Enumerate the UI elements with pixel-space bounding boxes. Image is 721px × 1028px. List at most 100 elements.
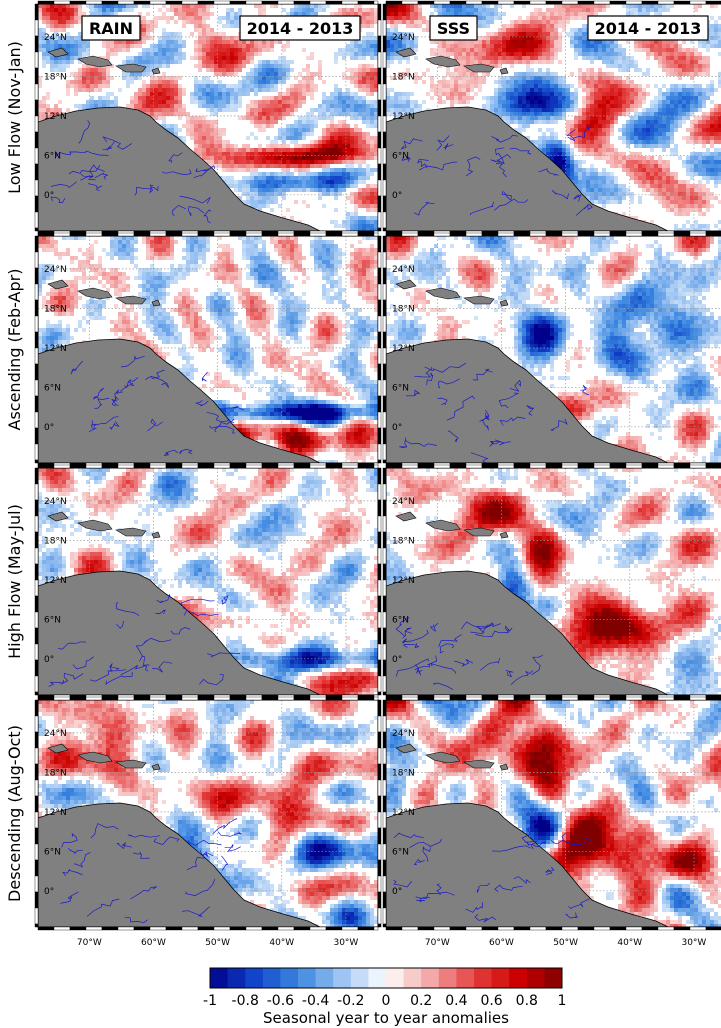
latitude-tick: 24°N bbox=[44, 265, 67, 275]
rivers bbox=[399, 362, 590, 463]
latitude-tick: 0° bbox=[392, 191, 402, 201]
latitude-tick: 12°N bbox=[44, 344, 67, 354]
latitude-tick: 18°N bbox=[392, 768, 415, 778]
colorbar-segment bbox=[333, 968, 352, 988]
latitude-tick: 18°N bbox=[392, 536, 415, 546]
colorbar-segment bbox=[227, 968, 246, 988]
colorbar: -1 -0.8 -0.6 -0.4 -0.2 0 0.2 0.4 0.6 0.8 1 Seasonal… bbox=[203, 967, 567, 1027]
colorbar-segment bbox=[421, 968, 440, 988]
colorbar-segment bbox=[210, 968, 229, 988]
latitude-tick: 24°N bbox=[392, 265, 415, 275]
colorbar-segment bbox=[280, 968, 299, 988]
map-panel-1-1: 24°N 18°N 12°N 6°N 0° bbox=[382, 232, 721, 467]
colorbar-segment bbox=[350, 968, 369, 988]
latitude-tick: 24°N bbox=[392, 497, 415, 507]
rivers bbox=[393, 816, 593, 923]
colorbar-segment bbox=[544, 968, 563, 988]
longitude-tick: 30°W bbox=[333, 938, 358, 948]
rivers bbox=[48, 593, 241, 687]
svg-text:RAIN: RAIN bbox=[89, 19, 133, 38]
colorbar-tick: -0.2 bbox=[337, 993, 364, 1009]
latitude-tick: 0° bbox=[44, 191, 54, 201]
latitude-tick: 12°N bbox=[392, 808, 415, 818]
latitude-tick: 24°N bbox=[44, 729, 67, 739]
latitude-tick: 6°N bbox=[392, 383, 409, 393]
row-label: Ascending (Feb-Apr) bbox=[5, 269, 24, 431]
map-panel-0-1: 24°N 18°N 12°N 6°N 0° SSS 2014 - 2013 bbox=[382, 0, 721, 235]
longitude-tick: 40°W bbox=[269, 938, 294, 948]
colorbar-tick: -0.6 bbox=[267, 993, 294, 1009]
panel-grid: 24°N 18°N 12°N 6°N 0° RAIN 2014 - 2013 24°N 18°N… bbox=[34, 0, 721, 931]
panel-frame bbox=[382, 0, 721, 235]
latitude-tick: 0° bbox=[44, 655, 54, 665]
colorbar-segment bbox=[526, 968, 545, 988]
row-label: Low Flow (Nov-Jan) bbox=[5, 41, 24, 194]
rivers bbox=[70, 355, 245, 456]
colorbar-tick: 0 bbox=[382, 993, 391, 1009]
colorbar-segment bbox=[245, 968, 264, 988]
latitude-tick: 24°N bbox=[44, 33, 67, 43]
latitude-tick: 24°N bbox=[392, 729, 415, 739]
colorbar-label: Seasonal year to year anomalies bbox=[263, 1009, 509, 1027]
panel-frame bbox=[34, 0, 382, 235]
colorbar-tick: 0.4 bbox=[445, 993, 467, 1009]
latitude-tick: 24°N bbox=[44, 497, 67, 507]
svg-text:2014 - 2013: 2014 - 2013 bbox=[247, 19, 354, 38]
colorbar-tick: -0.4 bbox=[302, 993, 329, 1009]
colorbar-tick: 1 bbox=[558, 993, 567, 1009]
colorbar-segment bbox=[315, 968, 334, 988]
latitude-tick: 12°N bbox=[392, 576, 415, 586]
panel-frame bbox=[34, 232, 382, 467]
map-panel-2-1: 24°N 18°N 12°N 6°N 0° bbox=[382, 464, 721, 699]
colorbar-tick: -0.8 bbox=[232, 993, 259, 1009]
latitude-tick: 12°N bbox=[392, 112, 415, 122]
panel-frame bbox=[34, 464, 382, 699]
land-mass bbox=[386, 743, 669, 927]
land-mass bbox=[38, 279, 321, 463]
row-label: High Flow (May-Jul) bbox=[5, 504, 24, 659]
latitude-tick: 12°N bbox=[44, 112, 67, 122]
latitude-tick: 6°N bbox=[44, 847, 61, 857]
land-mass bbox=[386, 47, 669, 231]
latitude-tick: 18°N bbox=[44, 536, 67, 546]
latitude-tick: 12°N bbox=[392, 344, 415, 354]
latitude-tick: 6°N bbox=[44, 151, 61, 161]
panel-frame bbox=[382, 464, 721, 699]
colorbar-segment bbox=[368, 968, 387, 988]
difference-title: 2014 - 2013 bbox=[239, 15, 361, 41]
longitude-tick: 60°W bbox=[141, 938, 166, 948]
longitude-tick: 30°W bbox=[681, 938, 706, 948]
longitude-tick: 50°W bbox=[553, 938, 578, 948]
land-mass bbox=[38, 47, 321, 231]
rivers bbox=[395, 617, 543, 690]
longitude-tick: 70°W bbox=[77, 938, 102, 948]
colorbar-segment bbox=[438, 968, 457, 988]
colorbar-segment bbox=[298, 968, 317, 988]
latitude-tick: 0° bbox=[44, 423, 54, 433]
rivers bbox=[60, 818, 242, 924]
latitude-tick: 6°N bbox=[44, 383, 61, 393]
longitude-tick: 60°W bbox=[489, 938, 514, 948]
latitude-tick: 6°N bbox=[392, 151, 409, 161]
rain-title: RAIN bbox=[81, 15, 141, 41]
colorbar-tick: 0.6 bbox=[480, 993, 502, 1009]
map-panel-0-0: 24°N 18°N 12°N 6°N 0° RAIN 2014 - 2013 bbox=[34, 0, 382, 235]
latitude-tick: 0° bbox=[44, 887, 54, 897]
rivers bbox=[50, 120, 216, 224]
latitude-tick: 18°N bbox=[392, 72, 415, 82]
colorbar-tick: 0.8 bbox=[516, 993, 538, 1009]
latitude-tick: 18°N bbox=[392, 304, 415, 314]
map-panel-3-0: 24°N 18°N 12°N 6°N 0° bbox=[34, 696, 382, 931]
longitude-tick: 70°W bbox=[425, 938, 450, 948]
map-panel-2-0: 24°N 18°N 12°N 6°N 0° bbox=[34, 464, 382, 699]
longitude-axis: 70°W 60°W 50°W 40°W 30°W 70°W 60°W 50°W 40°W 30°W bbox=[77, 938, 707, 948]
latitude-tick: 24°N bbox=[392, 33, 415, 43]
latitude-tick: 12°N bbox=[44, 576, 67, 586]
latitude-tick: 18°N bbox=[44, 304, 67, 314]
latitude-tick: 6°N bbox=[392, 847, 409, 857]
colorbar-segment bbox=[386, 968, 405, 988]
land-mass bbox=[386, 511, 669, 695]
row-label: Descending (Aug-Oct) bbox=[5, 725, 24, 902]
difference-title: 2014 - 2013 bbox=[587, 15, 709, 41]
